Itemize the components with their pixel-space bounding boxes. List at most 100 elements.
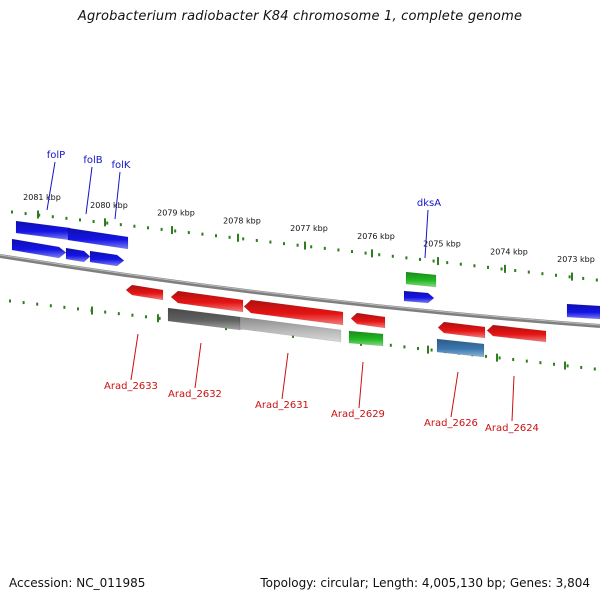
gene-blue-lower-1[interactable] [11, 238, 67, 259]
track-tick-dot [22, 301, 25, 305]
gene-label-connector [85, 166, 93, 215]
genome-backbone [0, 254, 600, 328]
gene-folP[interactable] [15, 220, 71, 241]
track-tick-dot [36, 302, 39, 306]
track-major-tick [504, 264, 506, 273]
track-major-tick [304, 241, 306, 250]
track-tick-dot [432, 259, 435, 263]
track-tick-dot [117, 312, 120, 316]
track-tick-dot [51, 215, 54, 219]
track-tick-dot [595, 278, 598, 282]
gene-Arad_2631[interactable] [243, 299, 344, 326]
gene-label-top: dksA [417, 198, 441, 209]
track-tick-dot [419, 257, 421, 261]
gene-label-connector [114, 171, 121, 220]
track-tick-dot [391, 254, 394, 258]
track-major-tick [437, 257, 439, 266]
track-tick-dot [417, 346, 419, 350]
track-tick-dot [539, 361, 542, 365]
track-tick-dot [296, 243, 299, 247]
track-tick-dot [487, 265, 489, 269]
track-tick-dot [92, 219, 95, 223]
track-tick-dot [106, 221, 109, 225]
track-major-tick [564, 361, 566, 370]
gene-label-connector [130, 333, 139, 381]
gene-label-connector [358, 361, 364, 409]
track-tick-dot [389, 343, 392, 347]
gene-label-connector [46, 161, 56, 211]
gene-folP-b[interactable] [67, 227, 129, 250]
gene-Arad_2629[interactable] [348, 330, 384, 347]
gene-folB[interactable] [65, 247, 91, 263]
gene-label-bottom: Arad_2624 [485, 423, 539, 434]
kbp-label: 2079 kbp [157, 209, 195, 218]
track-tick-dot [553, 362, 555, 366]
gene-Arad_2632[interactable] [170, 290, 244, 313]
gene-Arad_2626[interactable] [437, 321, 486, 339]
track-tick-dot [131, 313, 134, 317]
track-tick-dot [512, 358, 515, 362]
genome-summary: Topology: circular; Length: 4,005,130 bp… [260, 576, 590, 590]
genome-title: Agrobacterium radiobacter K84 chromosome… [77, 9, 523, 24]
track-tick-dot [174, 229, 177, 233]
track-tick-dot [500, 267, 503, 271]
track-tick-dot [527, 270, 530, 274]
gene-folK[interactable] [89, 250, 125, 267]
track-tick-dot [63, 305, 66, 309]
gene-Arad_2633[interactable] [125, 284, 164, 301]
gene-label-connector [511, 375, 515, 422]
track-tick-dot [283, 242, 285, 246]
gene-bluegray[interactable] [436, 338, 485, 358]
track-tick-dot [24, 212, 27, 216]
gene-pseudo-light[interactable] [239, 316, 342, 343]
gene-pseudo-dark[interactable] [167, 307, 241, 331]
track-tick-dot [49, 304, 52, 308]
track-major-tick [371, 249, 373, 258]
gene-dksA-rna[interactable] [405, 271, 437, 288]
track-tick-dot [77, 307, 79, 311]
track-tick-dot [242, 237, 245, 241]
track-tick-dot [446, 261, 449, 265]
gene-label-bottom: Arad_2626 [424, 418, 478, 429]
track-major-tick [171, 226, 173, 235]
gene-dksA[interactable] [403, 290, 435, 304]
gene-label-connector [450, 371, 459, 418]
track-tick-dot [364, 251, 367, 255]
gene-blue-right[interactable] [566, 303, 600, 320]
track-tick-dot [459, 262, 462, 266]
track-major-tick [157, 314, 159, 323]
track-major-tick [496, 353, 498, 362]
track-tick-dot [160, 227, 163, 231]
gene-label-bottom: Arad_2633 [104, 381, 158, 392]
track-tick-dot [310, 245, 313, 249]
track-tick-dot [541, 272, 544, 276]
track-tick-dot [201, 232, 204, 236]
track-tick-dot [9, 299, 11, 303]
track-tick-dot [133, 224, 136, 228]
track-tick-dot [38, 213, 41, 217]
kbp-label: 2073 kbp [557, 255, 595, 264]
gene-label-bottom: Arad_2629 [331, 409, 385, 420]
gene-red-small[interactable] [350, 312, 386, 329]
track-tick-dot [255, 238, 258, 242]
kbp-label: 2077 kbp [290, 224, 328, 233]
gene-label-top: folP [47, 150, 65, 161]
kbp-label: 2081 kbp [23, 193, 61, 202]
gene-Arad_2624[interactable] [486, 324, 547, 343]
track-tick-dot [337, 248, 340, 252]
track-major-tick [427, 345, 429, 354]
track-major-tick [37, 210, 39, 219]
gene-label-connector [281, 352, 289, 400]
track-tick-dot [378, 253, 381, 257]
track-tick-dot [187, 231, 190, 235]
track-tick-dot [145, 315, 147, 319]
track-tick-dot [525, 359, 528, 363]
track-tick-dot [228, 235, 231, 239]
genome-backbone-highlight [0, 254, 600, 326]
track-tick-dot [498, 356, 501, 360]
track-tick-dot [158, 316, 161, 320]
gene-label-bottom: Arad_2632 [168, 389, 222, 400]
track-tick-dot [593, 367, 596, 371]
gene-label-connector [424, 209, 429, 259]
